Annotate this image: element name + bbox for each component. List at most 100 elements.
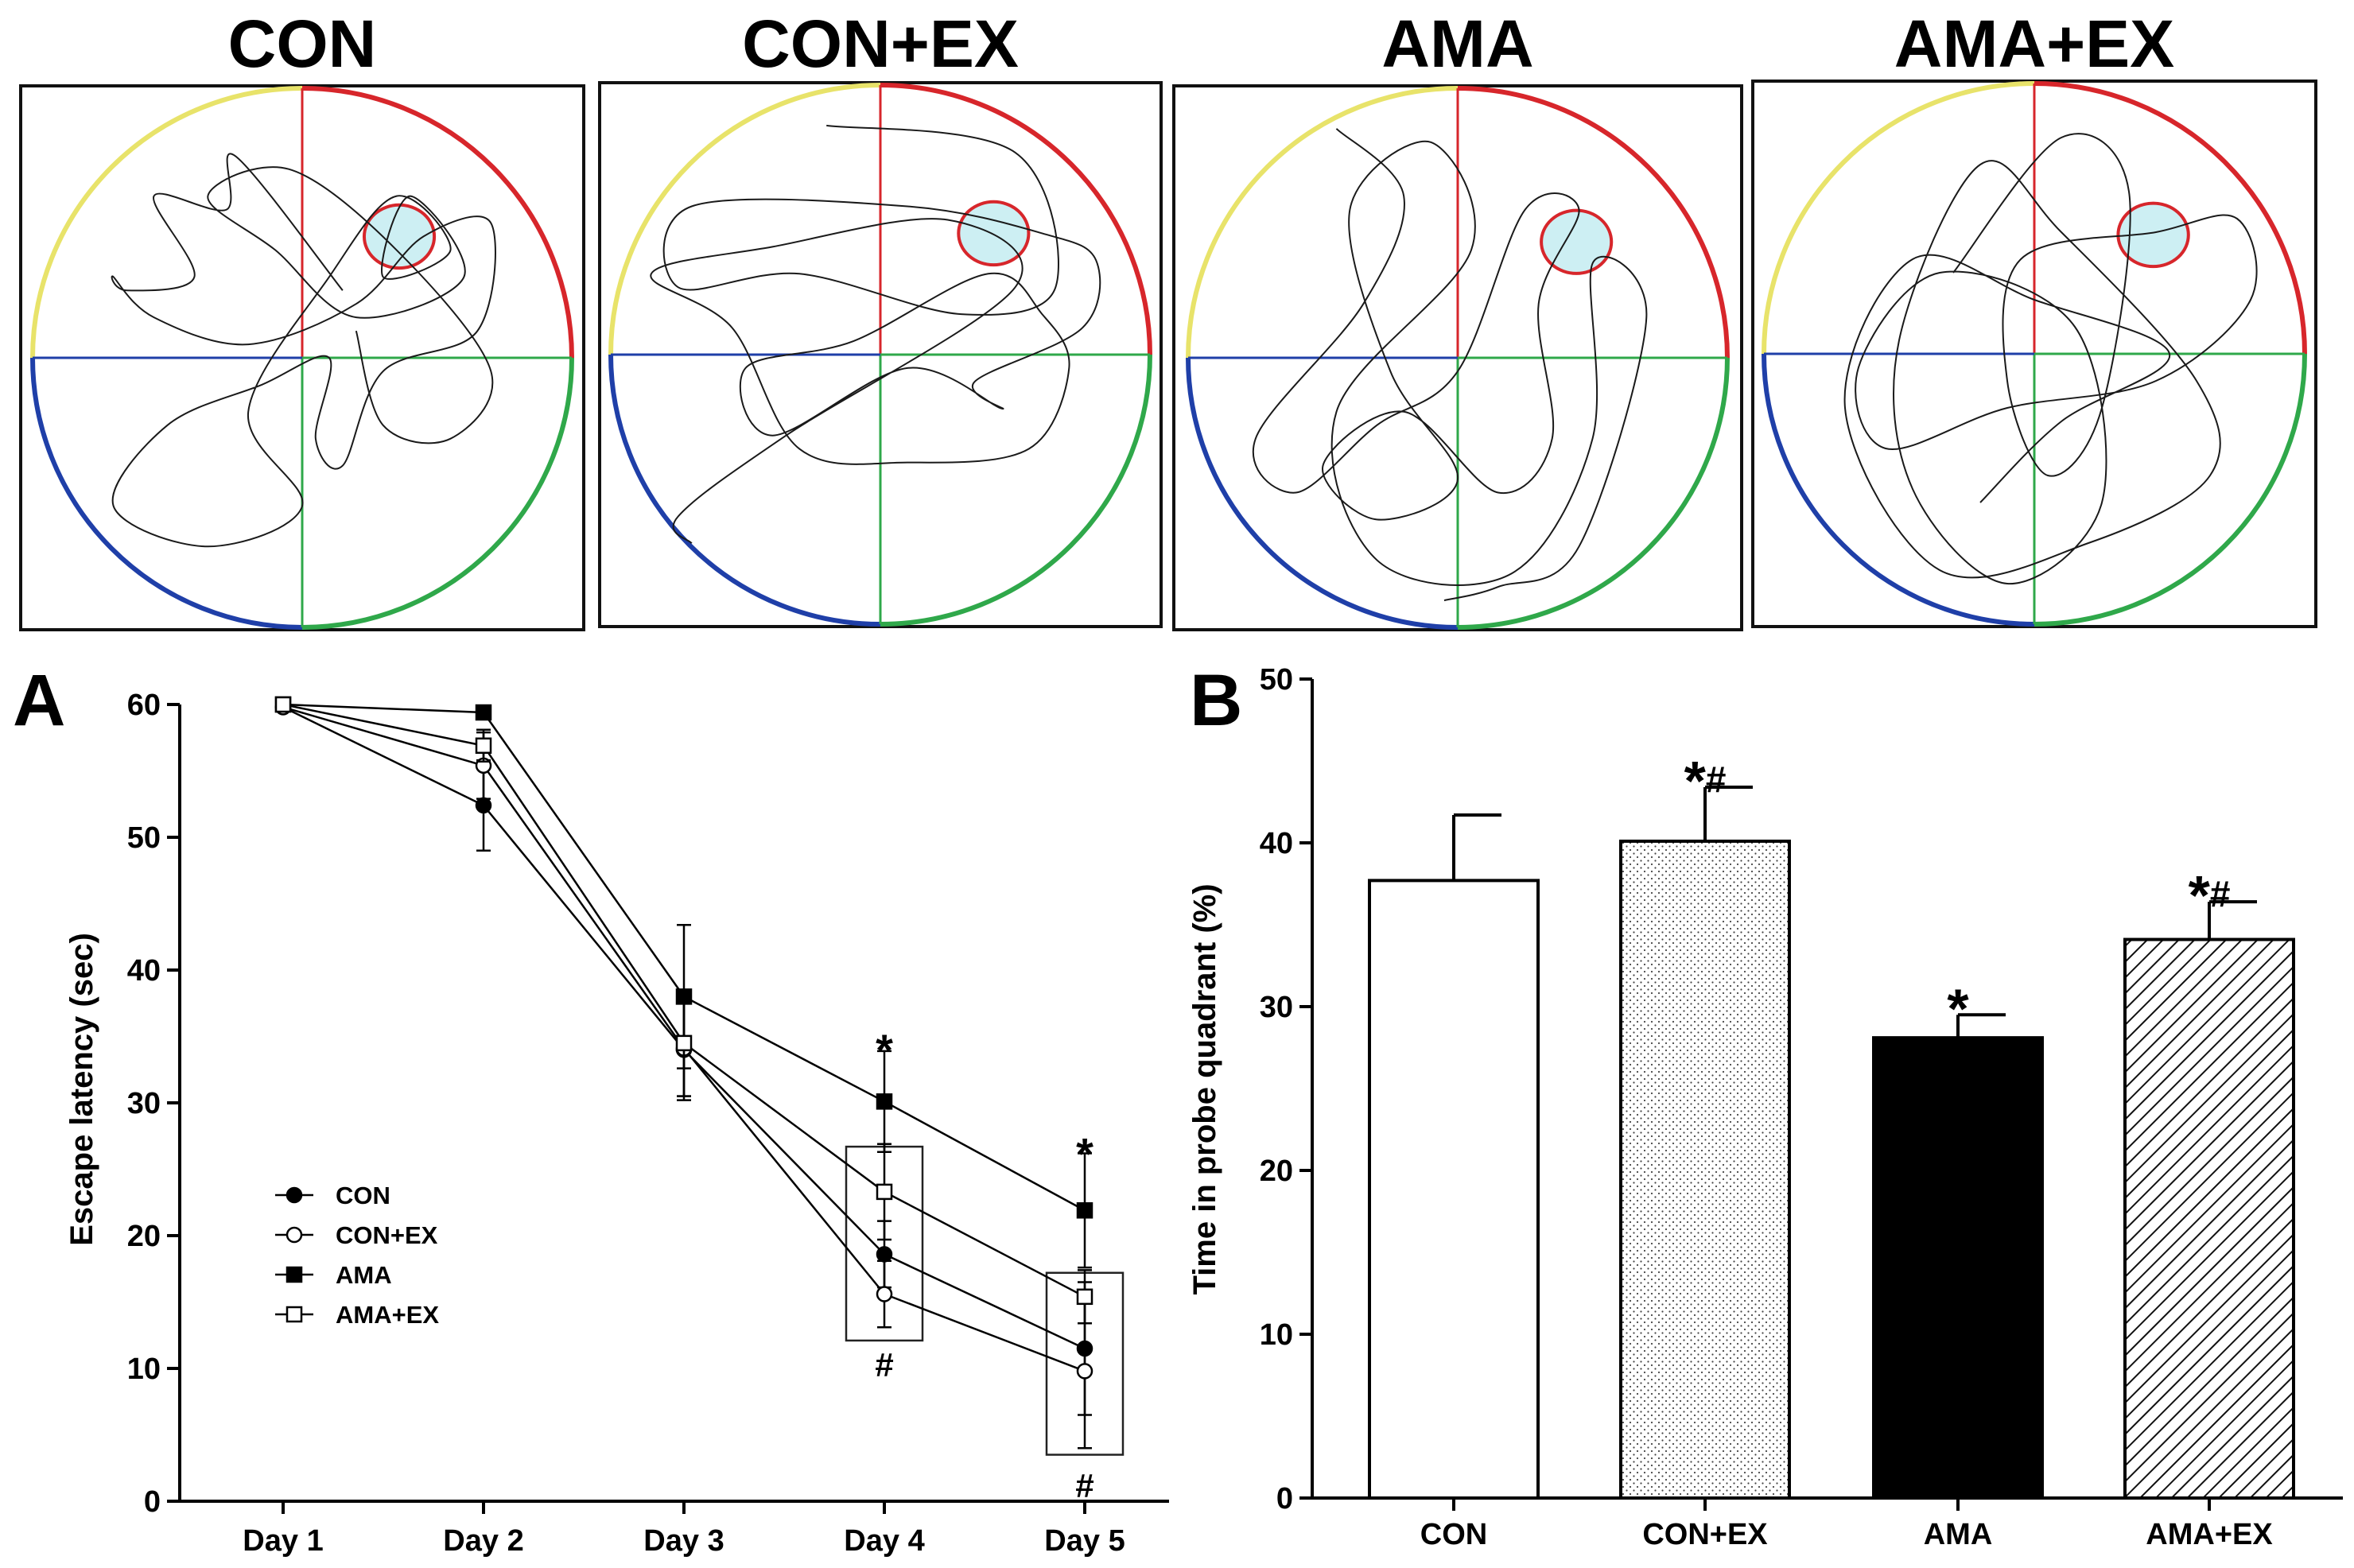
chart-a-annotations: * # * # [875,1025,1093,1504]
data-point [1076,1288,1093,1306]
data-point [274,696,292,713]
chart-b-ylabel: Time in probe quadrant (%) [1187,883,1222,1294]
legend-marker [286,1266,303,1283]
data-point [475,797,492,814]
trajectory-panel-1: CON [19,6,585,631]
chart-b-ytick-label: 0 [1276,1482,1293,1516]
chart-a-ytick-label: 0 [144,1485,161,1519]
trajectory-panel-4: AMA+EX [1751,6,2317,628]
series-ama-ex [274,696,1093,1325]
bar-ama-ex [2123,937,2295,1500]
data-point [876,1246,893,1263]
chart-a-ylabel: Escape latency (sec) [64,933,99,1246]
pool-quadrant-sw [1762,353,2035,627]
chart-a-ytick-label: 20 [127,1220,161,1253]
data-point [1076,1363,1093,1380]
chart-a-series [274,696,1093,1450]
pool-quadrant-se [2034,353,2307,627]
chart-b-ytick-label: 30 [1260,991,1293,1024]
pool-quadrant-ne [301,86,574,359]
data-point [475,737,492,755]
swim-path [1843,133,2258,585]
bar-ama [1872,1036,2044,1500]
data-point [1076,1202,1093,1219]
trajectory-title: AMA [1381,6,1533,81]
trajectory-title: AMA+EX [1894,6,2174,81]
platform [362,203,437,270]
swim-path [111,153,496,548]
data-point [475,704,492,721]
data-point [876,1093,893,1110]
swim-path [1252,128,1648,602]
pool-quadrant-se [1457,357,1730,630]
legend-label: CON+EX [336,1221,438,1249]
panel-label-b: B [1190,660,1242,741]
trajectory-panel-3: AMA [1172,6,1743,631]
platform [957,200,1031,267]
chart-a-ytick-label: 50 [127,821,161,855]
significance-mark: *# [2189,864,2231,926]
legend-label: AMA [336,1261,392,1289]
chart-b-xtick-label: CON+EX [1642,1518,1768,1551]
chart-b-xtick-label: AMA+EX [2146,1518,2273,1551]
chart-b-ytick-label: 50 [1260,663,1293,697]
bar-con-ex [1619,839,1791,1500]
pool-quadrant-sw [30,357,303,630]
swim-path [650,124,1101,545]
escape-latency-chart: Escape latency (sec) 0 10 20 30 40 50 60 Day 1 D… [64,689,1169,1558]
chart-a-ytick-label: 30 [127,1087,161,1120]
chart-b-ytick-label: 40 [1260,827,1293,860]
significance-mark: * [1076,1129,1093,1179]
series-ama [274,696,1093,1269]
pool-quadrant-nw [1762,81,2035,355]
chart-b-ytick-label: 10 [1260,1318,1293,1352]
chart-a-legend: CON CON+EX AMA AMA+EX [275,1182,439,1329]
chart-a-xtick-label: Day 5 [1044,1524,1125,1558]
pool-quadrant-ne [1457,86,1730,359]
pool-quadrant-se [880,354,1152,627]
chart-a-ytick-label: 60 [127,689,161,722]
chart-a-xtick-label: Day 1 [243,1524,323,1558]
chart-a-ytick-label: 40 [127,954,161,988]
chart-a-xtick-label: Day 4 [844,1524,924,1558]
trajectory-title: CON [228,6,377,81]
platform [1540,208,1614,275]
data-point [876,1286,893,1302]
legend-marker [286,1306,303,1323]
pool-quadrant-se [301,357,574,630]
pool-quadrant-sw [608,354,881,627]
bar-con [1368,879,1540,1500]
chart-a-xtick-label: Day 2 [443,1524,523,1558]
trajectory-title: CON+EX [742,6,1019,81]
chart-b-bars [1368,785,2295,1500]
significance-mark: # [1075,1467,1093,1504]
panel-label-a: A [13,660,65,741]
pool-quadrant-nw [608,83,881,355]
chart-b-axes: 0 10 20 30 40 50 CON CON+EX AMA AMA+EX [1260,663,2343,1551]
chart-a-axes: 0 10 20 30 40 50 60 Day 1 Day 2 Day 3 Day 4 Day 5 [127,689,1169,1558]
pool-quadrant-ne [2034,81,2307,355]
significance-mark: *# [1684,750,1727,812]
pool-quadrant-ne [880,83,1152,355]
chart-b-ytick-label: 20 [1260,1155,1293,1188]
chart-a-xtick-label: Day 3 [643,1524,724,1558]
significance-mark: * [1947,977,1969,1039]
legend-label: CON [336,1182,390,1209]
chart-b-xtick-label: CON [1420,1518,1487,1551]
swim-trajectory-panels: CON CON+EX AMA AMA+EX [19,6,2317,631]
significance-mark: # [875,1346,893,1384]
chart-b-xtick-label: AMA [1924,1518,1993,1551]
pool-quadrant-sw [1186,357,1459,630]
probe-quadrant-chart: Time in probe quadrant (%) 0 10 20 30 40 50 CO… [1187,663,2343,1551]
chart-b-annotations: *# * *# [1684,750,2231,1039]
significance-mark: * [876,1025,893,1075]
legend-label: AMA+EX [336,1301,439,1329]
chart-a-ytick-label: 10 [127,1353,161,1386]
legend-marker [286,1186,303,1204]
trajectory-panel-2: CON+EX [598,6,1163,628]
legend-marker [286,1226,303,1244]
pool-quadrant-nw [30,86,303,359]
data-point [876,1183,893,1201]
platform [2116,201,2190,269]
